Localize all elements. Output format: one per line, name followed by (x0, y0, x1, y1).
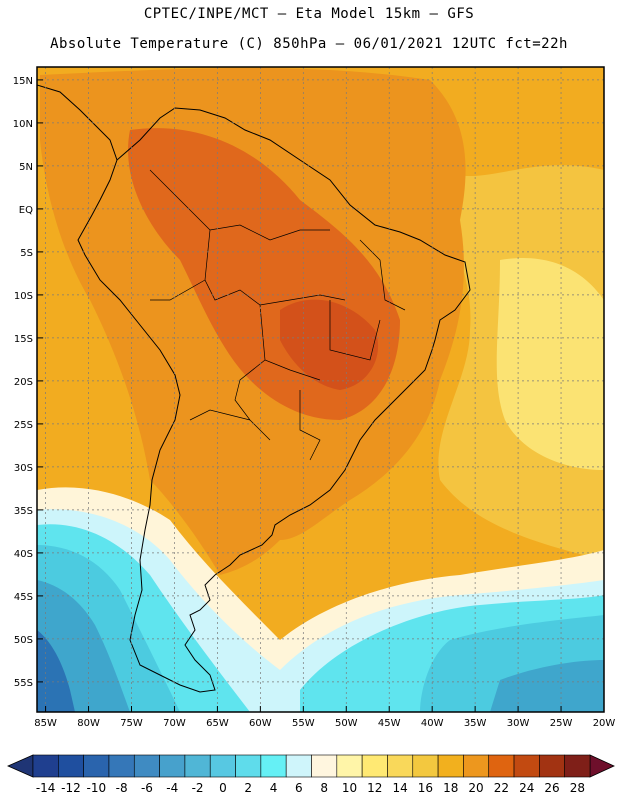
coastline (37, 84, 471, 693)
colorbar-label: -8 (116, 781, 128, 795)
colorbar-swatch (235, 754, 262, 778)
colorbar-label: 18 (443, 781, 458, 795)
lon-label: 30W (507, 718, 530, 729)
colorbar-swatch (159, 754, 186, 778)
colorbar-label: 10 (342, 781, 357, 795)
lat-label: 20S (14, 377, 33, 388)
lat-label: 5S (20, 248, 33, 259)
country-borders (149, 169, 406, 461)
map-frame (36, 66, 605, 713)
longitude-axis: 85W 80W 75W 70W 65W 60W 55W 50W 45W 40W 35W 30W 25W 2… (34, 706, 615, 729)
colorbar-swatch (184, 754, 211, 778)
colorbar-label: 4 (270, 781, 278, 795)
colorbar-label: 24 (519, 781, 534, 795)
colorbar-label: 26 (544, 781, 559, 795)
field-land-hottest (280, 299, 379, 390)
colorbar-label: 20 (468, 781, 483, 795)
lon-label: 80W (77, 718, 100, 729)
colorbar-label: -12 (61, 781, 81, 795)
lat-label: 15S (14, 334, 33, 345)
lon-label: 70W (163, 718, 186, 729)
lon-label: 65W (206, 718, 229, 729)
colorbar-label: -2 (192, 781, 204, 795)
lat-label: 25S (14, 420, 33, 431)
colorbar-label: -14 (36, 781, 56, 795)
colorbar-swatch (58, 754, 84, 778)
colorbar-swatch (539, 754, 565, 778)
lat-label: 5N (19, 162, 33, 173)
lon-label: 35W (464, 718, 487, 729)
colorbar-swatch (83, 754, 110, 778)
colorbar-swatch (437, 754, 464, 778)
colorbar-label: 16 (418, 781, 433, 795)
colorbar-swatch (513, 754, 540, 778)
lat-label: 10S (14, 291, 33, 302)
lat-label: 10N (13, 119, 33, 130)
lat-label: 45S (14, 592, 33, 603)
lat-label: 40S (14, 549, 33, 560)
lon-label: 85W (34, 718, 57, 729)
colorbar-over-arrow (589, 754, 615, 778)
colorbar-swatch (387, 754, 414, 778)
colorbar-swatch (260, 754, 287, 778)
colorbar-under-arrow (7, 754, 34, 778)
title-line-2: Absolute Temperature (C) 850hPa – 06/01/… (50, 36, 568, 52)
colorbar-swatch (108, 754, 135, 778)
lon-label: 55W (292, 718, 315, 729)
colorbar-swatch (336, 754, 363, 778)
colorbar-label: 12 (367, 781, 382, 795)
colorbar-swatch (564, 754, 591, 778)
south-america-coastline (77, 107, 471, 693)
colorbar-label: -4 (166, 781, 178, 795)
colorbar-swatch (361, 754, 388, 778)
lon-label: 45W (378, 718, 401, 729)
colorbar-label: 0 (219, 781, 227, 795)
colorbar-swatch (311, 754, 338, 778)
colorbar-swatch (463, 754, 490, 778)
lat-label: 15N (13, 76, 33, 87)
lat-label: 50S (14, 635, 33, 646)
lat-label: EQ (19, 205, 33, 216)
colorbar-label: 22 (494, 781, 509, 795)
field-atlantic-light (496, 258, 604, 470)
colorbar-swatch (488, 754, 515, 778)
colorbar-label: 28 (570, 781, 585, 795)
lon-label: 40W (421, 718, 444, 729)
colorbar-label: 8 (320, 781, 328, 795)
field-cyan-dark (37, 545, 604, 712)
field-blue-mid (37, 580, 604, 712)
lon-label: 25W (550, 718, 573, 729)
colorbar-label: 14 (392, 781, 407, 795)
field-blue-dark (37, 630, 75, 712)
temperature-field (37, 67, 604, 712)
lat-label: 30S (14, 463, 33, 474)
colorbar-swatch (32, 754, 59, 778)
colorbar: -14 -12 -10 -8 -6 -4 -2 0 2 4 6 8 10 12 14 16 18 20 22 24 26… (7, 754, 615, 795)
lon-label: 60W (249, 718, 272, 729)
colorbar-swatch (133, 754, 160, 778)
lon-label: 20W (593, 718, 616, 729)
title-line-1: CPTEC/INPE/MCT – Eta Model 15km – GFS (143, 6, 475, 22)
colorbar-swatch (209, 754, 236, 778)
colorbar-label: 6 (295, 781, 303, 795)
lat-label: 55S (14, 678, 33, 689)
lon-label: 75W (120, 718, 143, 729)
lat-label: 35S (14, 506, 33, 517)
central-america-coast (37, 84, 118, 161)
colorbar-label: 2 (244, 781, 252, 795)
colorbar-label: -6 (141, 781, 153, 795)
colorbar-swatch (412, 754, 439, 778)
colorbar-swatch (285, 754, 312, 778)
colorbar-label: -10 (86, 781, 106, 795)
latitude-axis: 15N 10N 5N EQ 5S 10S 15S 20S 25S 30S 35S 40S 45S 50S 5… (13, 76, 43, 689)
lon-label: 50W (335, 718, 358, 729)
